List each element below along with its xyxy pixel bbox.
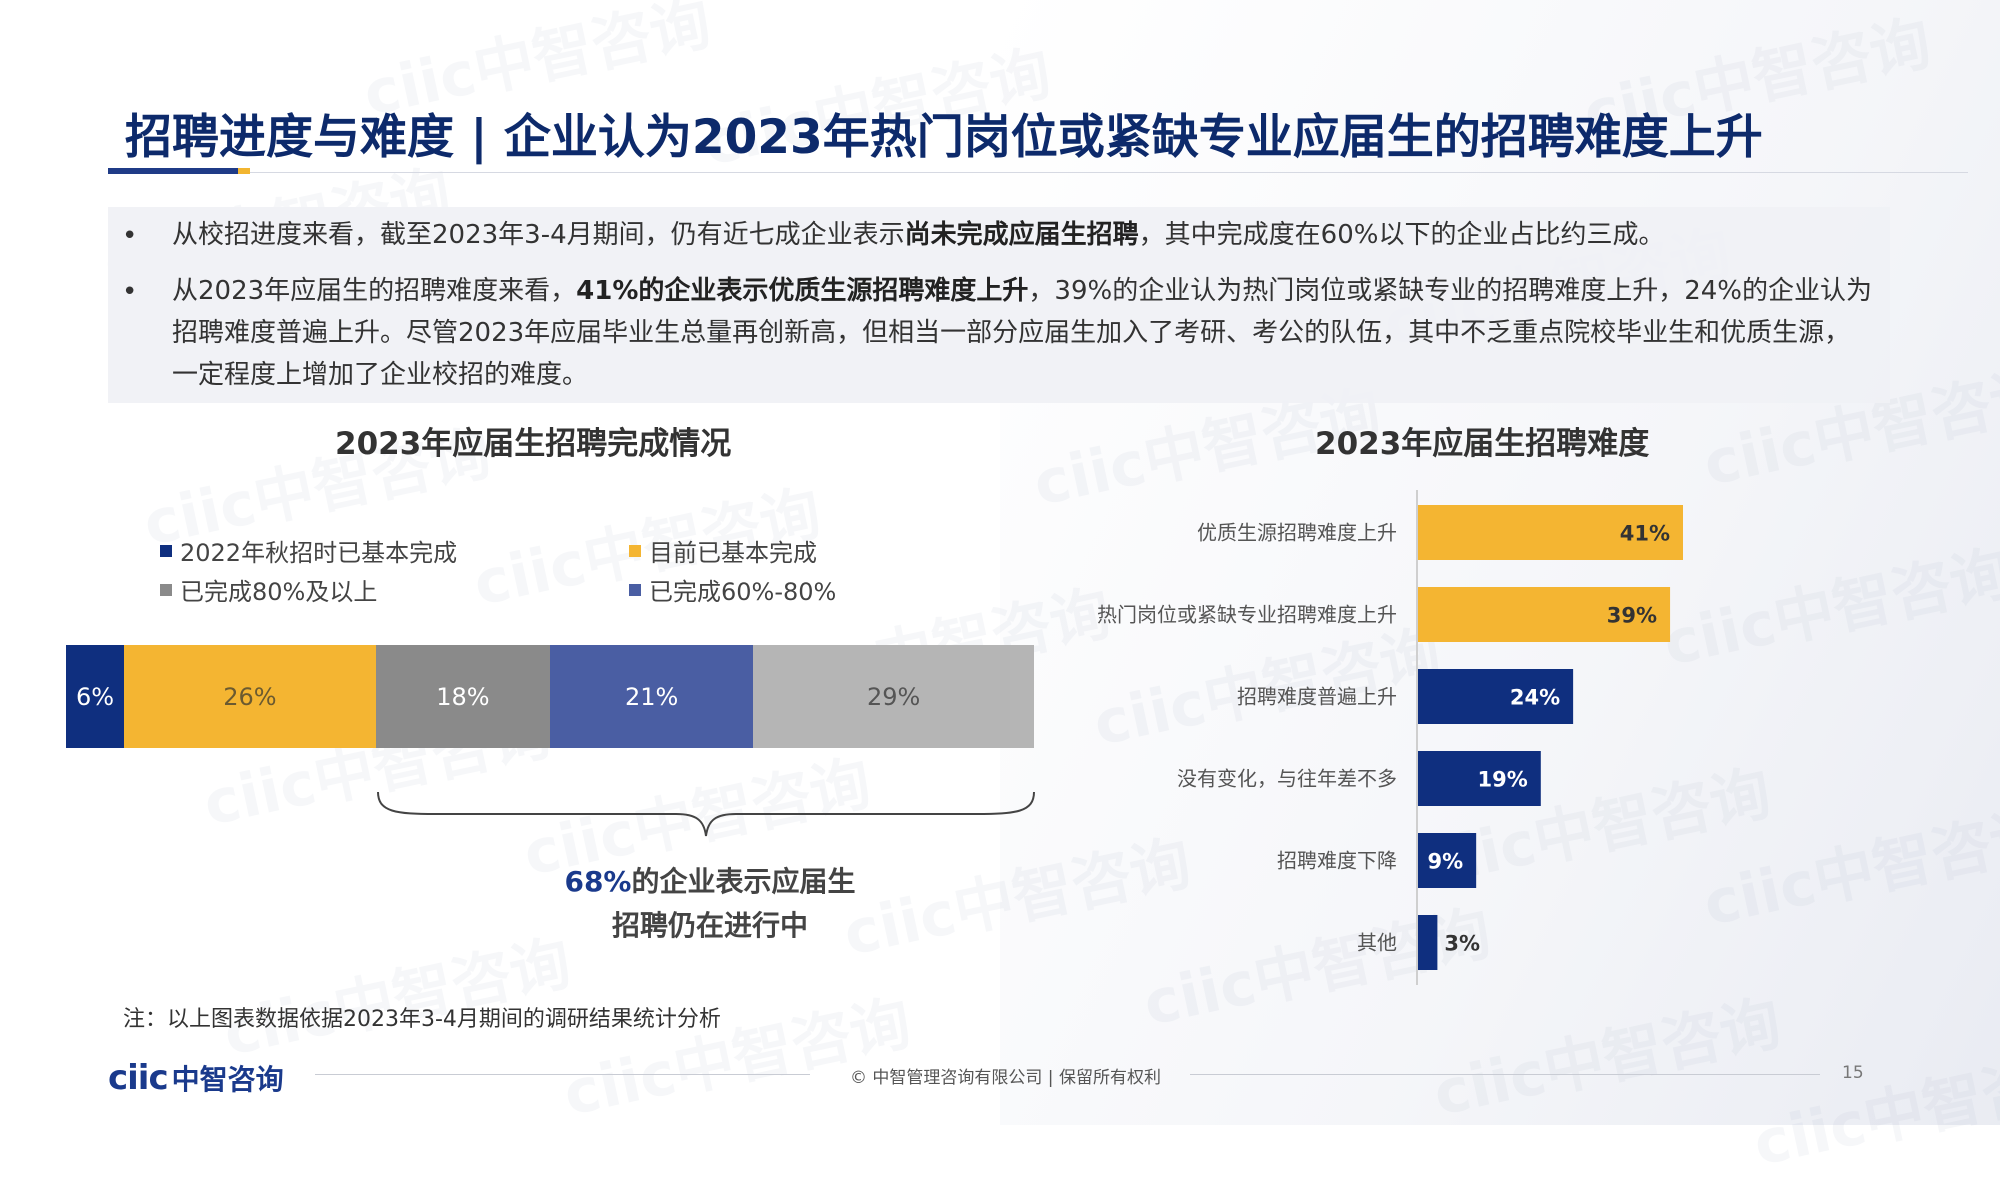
stack-segment: 18%	[375, 645, 550, 748]
legend-item: 2022年秋招时已基本完成	[160, 533, 457, 568]
bullet-emphasis: 尚未完成应届生招聘	[904, 220, 1139, 250]
bar	[1418, 505, 1683, 560]
copyright: © 中智管理咨询有限公司 | 保留所有权利	[850, 1068, 1161, 1088]
annotation-line2: 招聘仍在进行中	[611, 909, 808, 942]
legend-swatch	[629, 544, 641, 557]
page-number: 15	[1842, 1063, 1864, 1083]
legend-swatch	[160, 544, 172, 557]
bullet-fragment: ，其中完成度在60%以下的企业占比约三成。	[1138, 220, 1665, 250]
summary-box: • 从校招进度来看，截至2023年3-4月期间，仍有近七成企业表示尚未完成应届生…	[108, 207, 1890, 403]
category-label: 招聘难度下降	[1277, 849, 1397, 873]
stack-segment: 26%	[124, 645, 376, 748]
category-label: 招聘难度普遍上升	[1237, 685, 1397, 709]
value-label: 24%	[1510, 686, 1560, 710]
value-label: 3%	[1444, 932, 1480, 956]
footer-divider	[1190, 1074, 1820, 1075]
bar	[1418, 915, 1438, 970]
footer-divider	[315, 1074, 810, 1075]
value-label: 39%	[1607, 604, 1657, 628]
bullet-marker: •	[122, 277, 138, 307]
annotation-line1: 的企业表示应届生	[631, 865, 856, 898]
stack-segment: 21%	[550, 645, 754, 748]
legend-item: 已完成60%-80%	[629, 572, 836, 607]
chart-title-completion: 2023年应届生招聘完成情况	[335, 426, 732, 462]
category-label: 其他	[1357, 931, 1397, 955]
company-logo: ciic 中智咨询	[108, 1058, 284, 1098]
legend-item: 已完成80%及以上	[160, 572, 377, 607]
watermark-text: ciic中智咨询	[557, 988, 917, 1130]
bullet-fragment: ，39%的企业认为热门岗位或紧缺专业的招聘难度上升，24%的企业认为招聘难度普遍…	[172, 276, 1872, 390]
chart-title-difficulty: 2023年应届生招聘难度	[1315, 426, 1650, 462]
annotation-highlight: 68%	[564, 865, 632, 898]
bullet-fragment: 从2023年应届生的招聘难度来看，	[172, 276, 577, 306]
bar	[1418, 833, 1477, 888]
legend-label: 已完成80%及以上	[180, 578, 378, 606]
footnote: 注：以上图表数据依据2023年3-4月期间的调研结果统计分析	[123, 1007, 721, 1032]
page-title: 招聘进度与难度 | 企业认为2023年热门岗位或紧缺专业应届生的招聘难度上升	[125, 110, 1763, 165]
category-label: 热门岗位或紧缺专业招聘难度上升	[1097, 603, 1397, 627]
title-accent-bar	[108, 168, 238, 174]
bullet-marker: •	[122, 221, 138, 251]
legend-label: 已完成60%-80%	[649, 578, 837, 606]
difficulty-bar-chart: 优质生源招聘难度上升 41% 热门岗位或紧缺专业招聘难度上升 39% 招聘难度普遍上升 2…	[1097, 490, 1683, 985]
bar	[1418, 751, 1541, 806]
bullet-emphasis: 41%的企业表示优质生源招聘难度上升	[576, 276, 1029, 306]
legend-swatch	[160, 583, 172, 596]
bullet-fragment: 从校招进度来看，截至2023年3-4月期间，仍有近七成企业表示	[172, 220, 905, 250]
category-label: 没有变化，与往年差不多	[1177, 767, 1397, 791]
logo-mark: ciic	[108, 1058, 169, 1098]
annotation-68: 68%的企业表示应届生 招聘仍在进行中	[500, 860, 920, 948]
legend-item: 目前已基本完成	[629, 533, 817, 568]
bullet-text-2: 从2023年应届生的招聘难度来看，41%的企业表示优质生源招聘难度上升，39%的…	[172, 270, 1872, 396]
brace-icon	[377, 791, 1035, 837]
legend-label: 目前已基本完成	[649, 539, 817, 567]
bar	[1418, 669, 1574, 724]
background-shade	[1000, 0, 2000, 1125]
bar	[1418, 587, 1671, 642]
title-divider	[108, 172, 1968, 173]
value-label: 9%	[1428, 850, 1464, 874]
logo-name: 中智咨询	[171, 1063, 284, 1096]
stack-segment: 29%	[753, 645, 1034, 748]
stacked-bar-chart: 6% 26% 18% 21% 29%	[66, 645, 1034, 748]
legend-label: 2022年秋招时已基本完成	[180, 539, 458, 567]
stack-segment: 6%	[66, 645, 125, 748]
category-label: 优质生源招聘难度上升	[1197, 521, 1397, 545]
title-accent-mark	[238, 168, 250, 174]
legend-swatch	[629, 583, 641, 596]
value-label: 19%	[1478, 768, 1528, 792]
bullet-text-1: 从校招进度来看，截至2023年3-4月期间，仍有近七成企业表示尚未完成应届生招聘…	[172, 214, 1872, 256]
value-label: 41%	[1620, 522, 1670, 546]
